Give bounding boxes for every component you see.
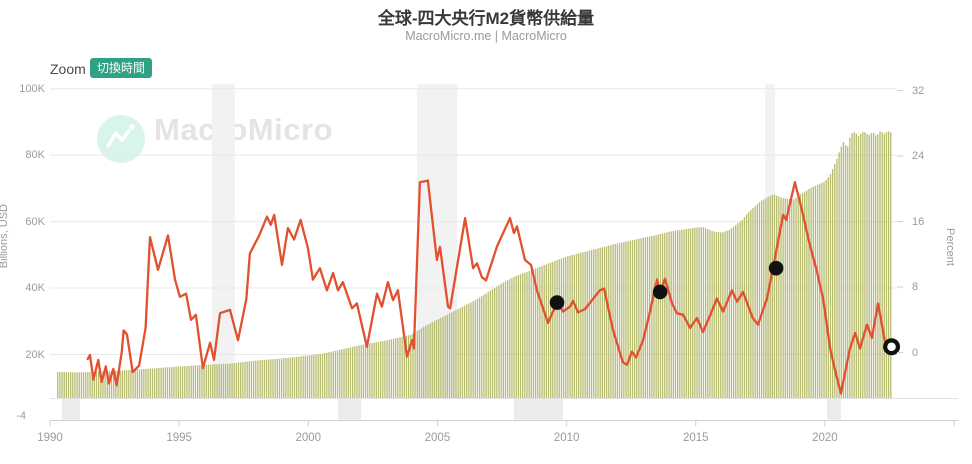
y-axis-left-label: 40K [25,282,45,295]
y-axis-left-title: Billions, USD [0,204,10,269]
y-axis-left-label: 100K [19,82,45,95]
y-axis-left-label: 80K [25,149,45,162]
latest-point-marker [883,338,901,356]
event-marker-dot [768,260,784,276]
y-axis-right-label: 8 [912,281,919,293]
x-axis-year-label: 2005 [424,432,451,444]
recession-bands-group [61,399,841,420]
y-axis-right-label: 24 [912,150,925,162]
x-axis-year-label: 2000 [295,432,322,444]
plot-band [211,84,235,398]
y-axis-right-label: 16 [912,215,925,228]
zoom-label: Zoom [50,61,86,77]
y-axis-right-label: 32 [912,84,925,97]
recession-band [61,399,80,420]
yoy-line-series [86,179,893,395]
y-axis-left-label: 60K [25,215,45,228]
yoy-line [86,179,893,395]
x-axis-year-label: 2020 [812,432,838,444]
y-axis-left-bottom-label: -4 [16,410,26,422]
page-title: 全球-四大央行M2貨幣供給量 [377,9,595,28]
event-marker-dot [549,295,565,310]
y-axis-right-label: 0 [912,346,919,359]
x-axis-year-label: 1995 [166,432,192,444]
y-axis-right-title: Percent [944,228,956,266]
y-axis-left-label: 20K [25,348,45,361]
recession-band [826,399,841,420]
chart-source-caption: MacroMicro.me | MacroMicro [405,29,567,43]
switch-time-button[interactable]: 切換時間 [90,58,153,78]
event-marker-dot [652,284,668,300]
recession-band [513,399,563,420]
event-markers-group [549,260,901,356]
recession-band [338,399,361,420]
x-axis-year-label: 2010 [553,432,580,444]
x-axis-year-label: 1990 [37,432,63,444]
axis-lines-group [49,90,958,427]
x-axis-year-label: 2015 [682,432,709,444]
